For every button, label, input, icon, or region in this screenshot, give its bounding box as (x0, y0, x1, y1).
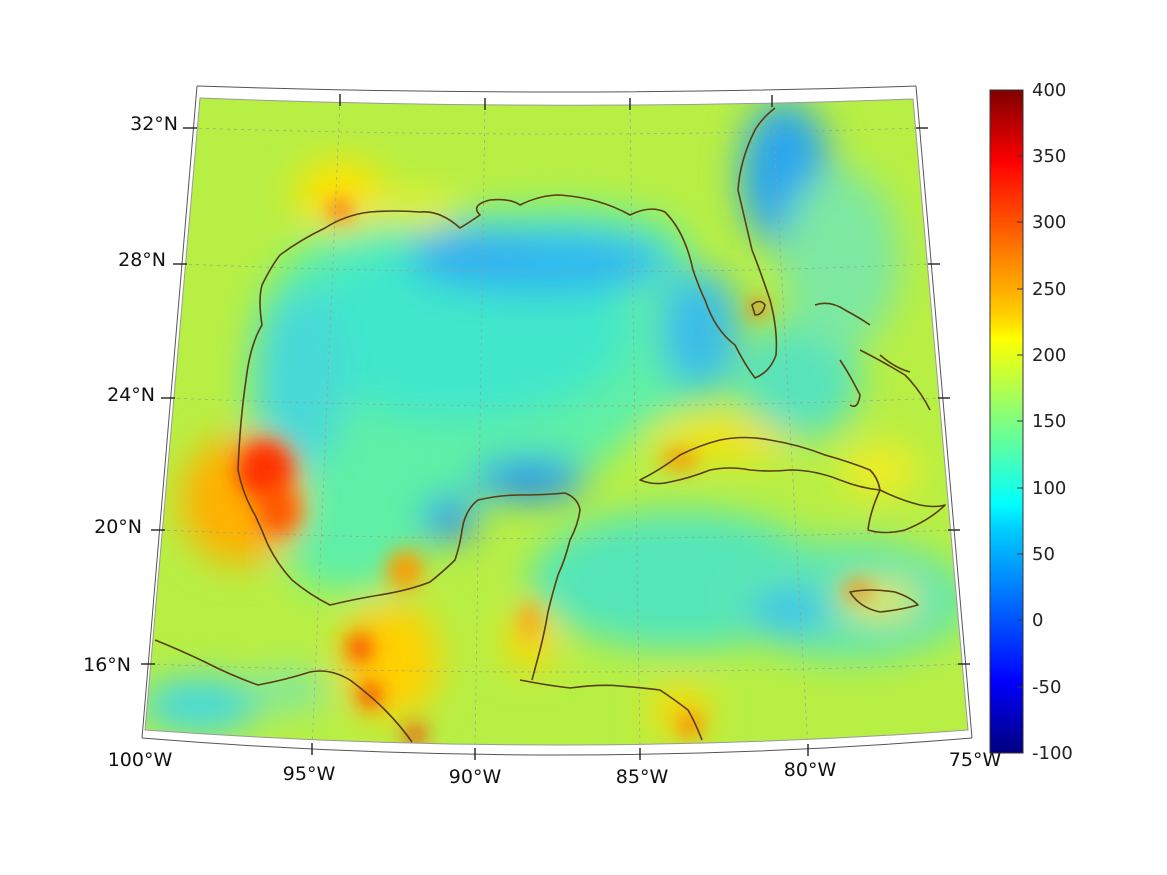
colorbar-tick-label: 50 (1032, 544, 1055, 565)
colorbar-tick-label: 300 (1032, 212, 1066, 233)
mexico-red-2 (256, 485, 300, 535)
gulf-west-cyan (255, 290, 345, 470)
belize-yellow (505, 610, 555, 670)
map-frame (141, 85, 973, 760)
central-america-coast (519, 679, 703, 741)
lat-tick-label: 32°N (130, 113, 178, 135)
lon-tick-label: 80°W (784, 759, 837, 781)
mexico-gulf-coast (237, 469, 581, 681)
hispaniola-yellow (840, 445, 920, 495)
field-hotspots (237, 200, 872, 745)
lon-tick-label: 95°W (283, 763, 336, 785)
belize-orange (522, 602, 538, 638)
bahamas-outline (814, 302, 931, 411)
us-gulf-coast (237, 107, 778, 471)
colorbar-ticks (1017, 155, 1023, 688)
field-blobs (145, 100, 968, 735)
guatemala-red (405, 725, 425, 745)
gulf-blue-northwest (410, 228, 530, 272)
colorbar-tick-label: 150 (1032, 411, 1066, 432)
lon-tick-label: 100°W (108, 749, 173, 771)
colorbar: 400 350 300 250 200 150 100 50 0 -50 -10… (989, 80, 1073, 764)
pacific-cyan-2 (250, 670, 330, 710)
graticule (149, 99, 963, 745)
colorbar-tick-label: 0 (1032, 610, 1043, 631)
colorbar-tick-label: 100 (1032, 478, 1066, 499)
colorbar-tick-label: 250 (1032, 279, 1066, 300)
hispaniola-outline (867, 489, 946, 534)
lat-tick-label: 20°N (94, 516, 142, 538)
jamaica-outline (849, 589, 919, 613)
atlantic-cyan (780, 170, 900, 350)
colorbar-tick-label: -100 (1032, 743, 1073, 764)
lat-tick-label: 24°N (107, 384, 155, 406)
pacific-coast (154, 639, 413, 743)
caribbean-south-blue (750, 590, 830, 630)
chiapas-orange (348, 634, 372, 662)
lat-tick-label: 28°N (118, 249, 166, 271)
yucatan-north-blue (475, 460, 585, 500)
gulf-east-shelf (660, 270, 740, 390)
veracruz-orange (387, 550, 423, 590)
honduras-orange (678, 713, 702, 737)
texas-orange (330, 200, 350, 220)
lake-okeechobee (751, 300, 766, 316)
colorbar-tick-label: 350 (1032, 146, 1066, 167)
colorbar-tick-label: 400 (1032, 80, 1066, 101)
lon-tick-label: 75°W (949, 749, 1002, 771)
north-yellow (380, 192, 460, 228)
lon-tick-label: 85°W (616, 766, 669, 788)
map-field (145, 98, 968, 745)
lon-tick-labels: 100°W 95°W 90°W 85°W 80°W 75°W (108, 749, 1002, 788)
colorbar-tick-label: -50 (1032, 677, 1061, 698)
lat-tick-labels: 16°N 20°N 24°N 28°N 32°N (83, 113, 178, 676)
bahamas-channel (740, 320, 860, 440)
cuba-orange (662, 451, 698, 469)
mexico-red (237, 440, 293, 500)
lat-tick-label: 16°N (83, 654, 131, 676)
lon-tick-label: 90°W (449, 766, 502, 788)
colorbar-tick-label: 200 (1032, 345, 1066, 366)
coastlines (154, 107, 946, 743)
pacific-cyan (145, 677, 260, 733)
campeche-blue (425, 498, 475, 542)
